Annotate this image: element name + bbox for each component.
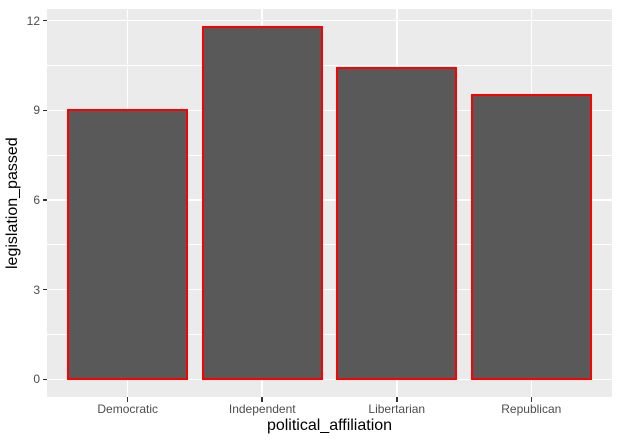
x-tick-label: Democratic xyxy=(97,402,159,416)
minor-gridline xyxy=(47,244,612,246)
plot-panel xyxy=(47,9,612,397)
bar-libertarian xyxy=(336,67,458,381)
y-tick-label: 9 xyxy=(33,103,40,118)
major-gridline xyxy=(47,288,612,291)
minor-gridline xyxy=(47,334,612,335)
x-tick-mark xyxy=(261,397,263,402)
x-tick-mark xyxy=(530,397,533,402)
x-axis-title: political_affiliation xyxy=(266,417,393,434)
y-tick-label: 12 xyxy=(26,13,40,28)
y-tick-label: 3 xyxy=(33,282,40,297)
major-gridline xyxy=(47,19,612,22)
y-tick-mark xyxy=(42,109,47,112)
x-tick-label: Republican xyxy=(501,402,562,416)
y-tick-label: 0 xyxy=(33,372,40,387)
major-gridline xyxy=(47,199,612,201)
x-tick-mark xyxy=(126,397,129,402)
y-tick-mark xyxy=(42,199,47,201)
major-gridline xyxy=(47,378,612,381)
bar-democratic xyxy=(67,109,189,381)
minor-gridline xyxy=(47,65,612,66)
x-tick-label: Libertarian xyxy=(368,402,426,416)
major-gridline xyxy=(47,109,612,112)
x-tick-mark xyxy=(396,397,398,402)
y-tick-mark xyxy=(42,378,47,381)
y-tick-mark xyxy=(42,288,47,291)
y-tick-label: 6 xyxy=(33,193,40,207)
x-tick-label: Independent xyxy=(228,402,296,416)
bar-independent xyxy=(201,25,323,381)
y-tick-mark xyxy=(42,19,47,22)
minor-gridline xyxy=(47,154,612,156)
bar-republican xyxy=(470,94,592,381)
